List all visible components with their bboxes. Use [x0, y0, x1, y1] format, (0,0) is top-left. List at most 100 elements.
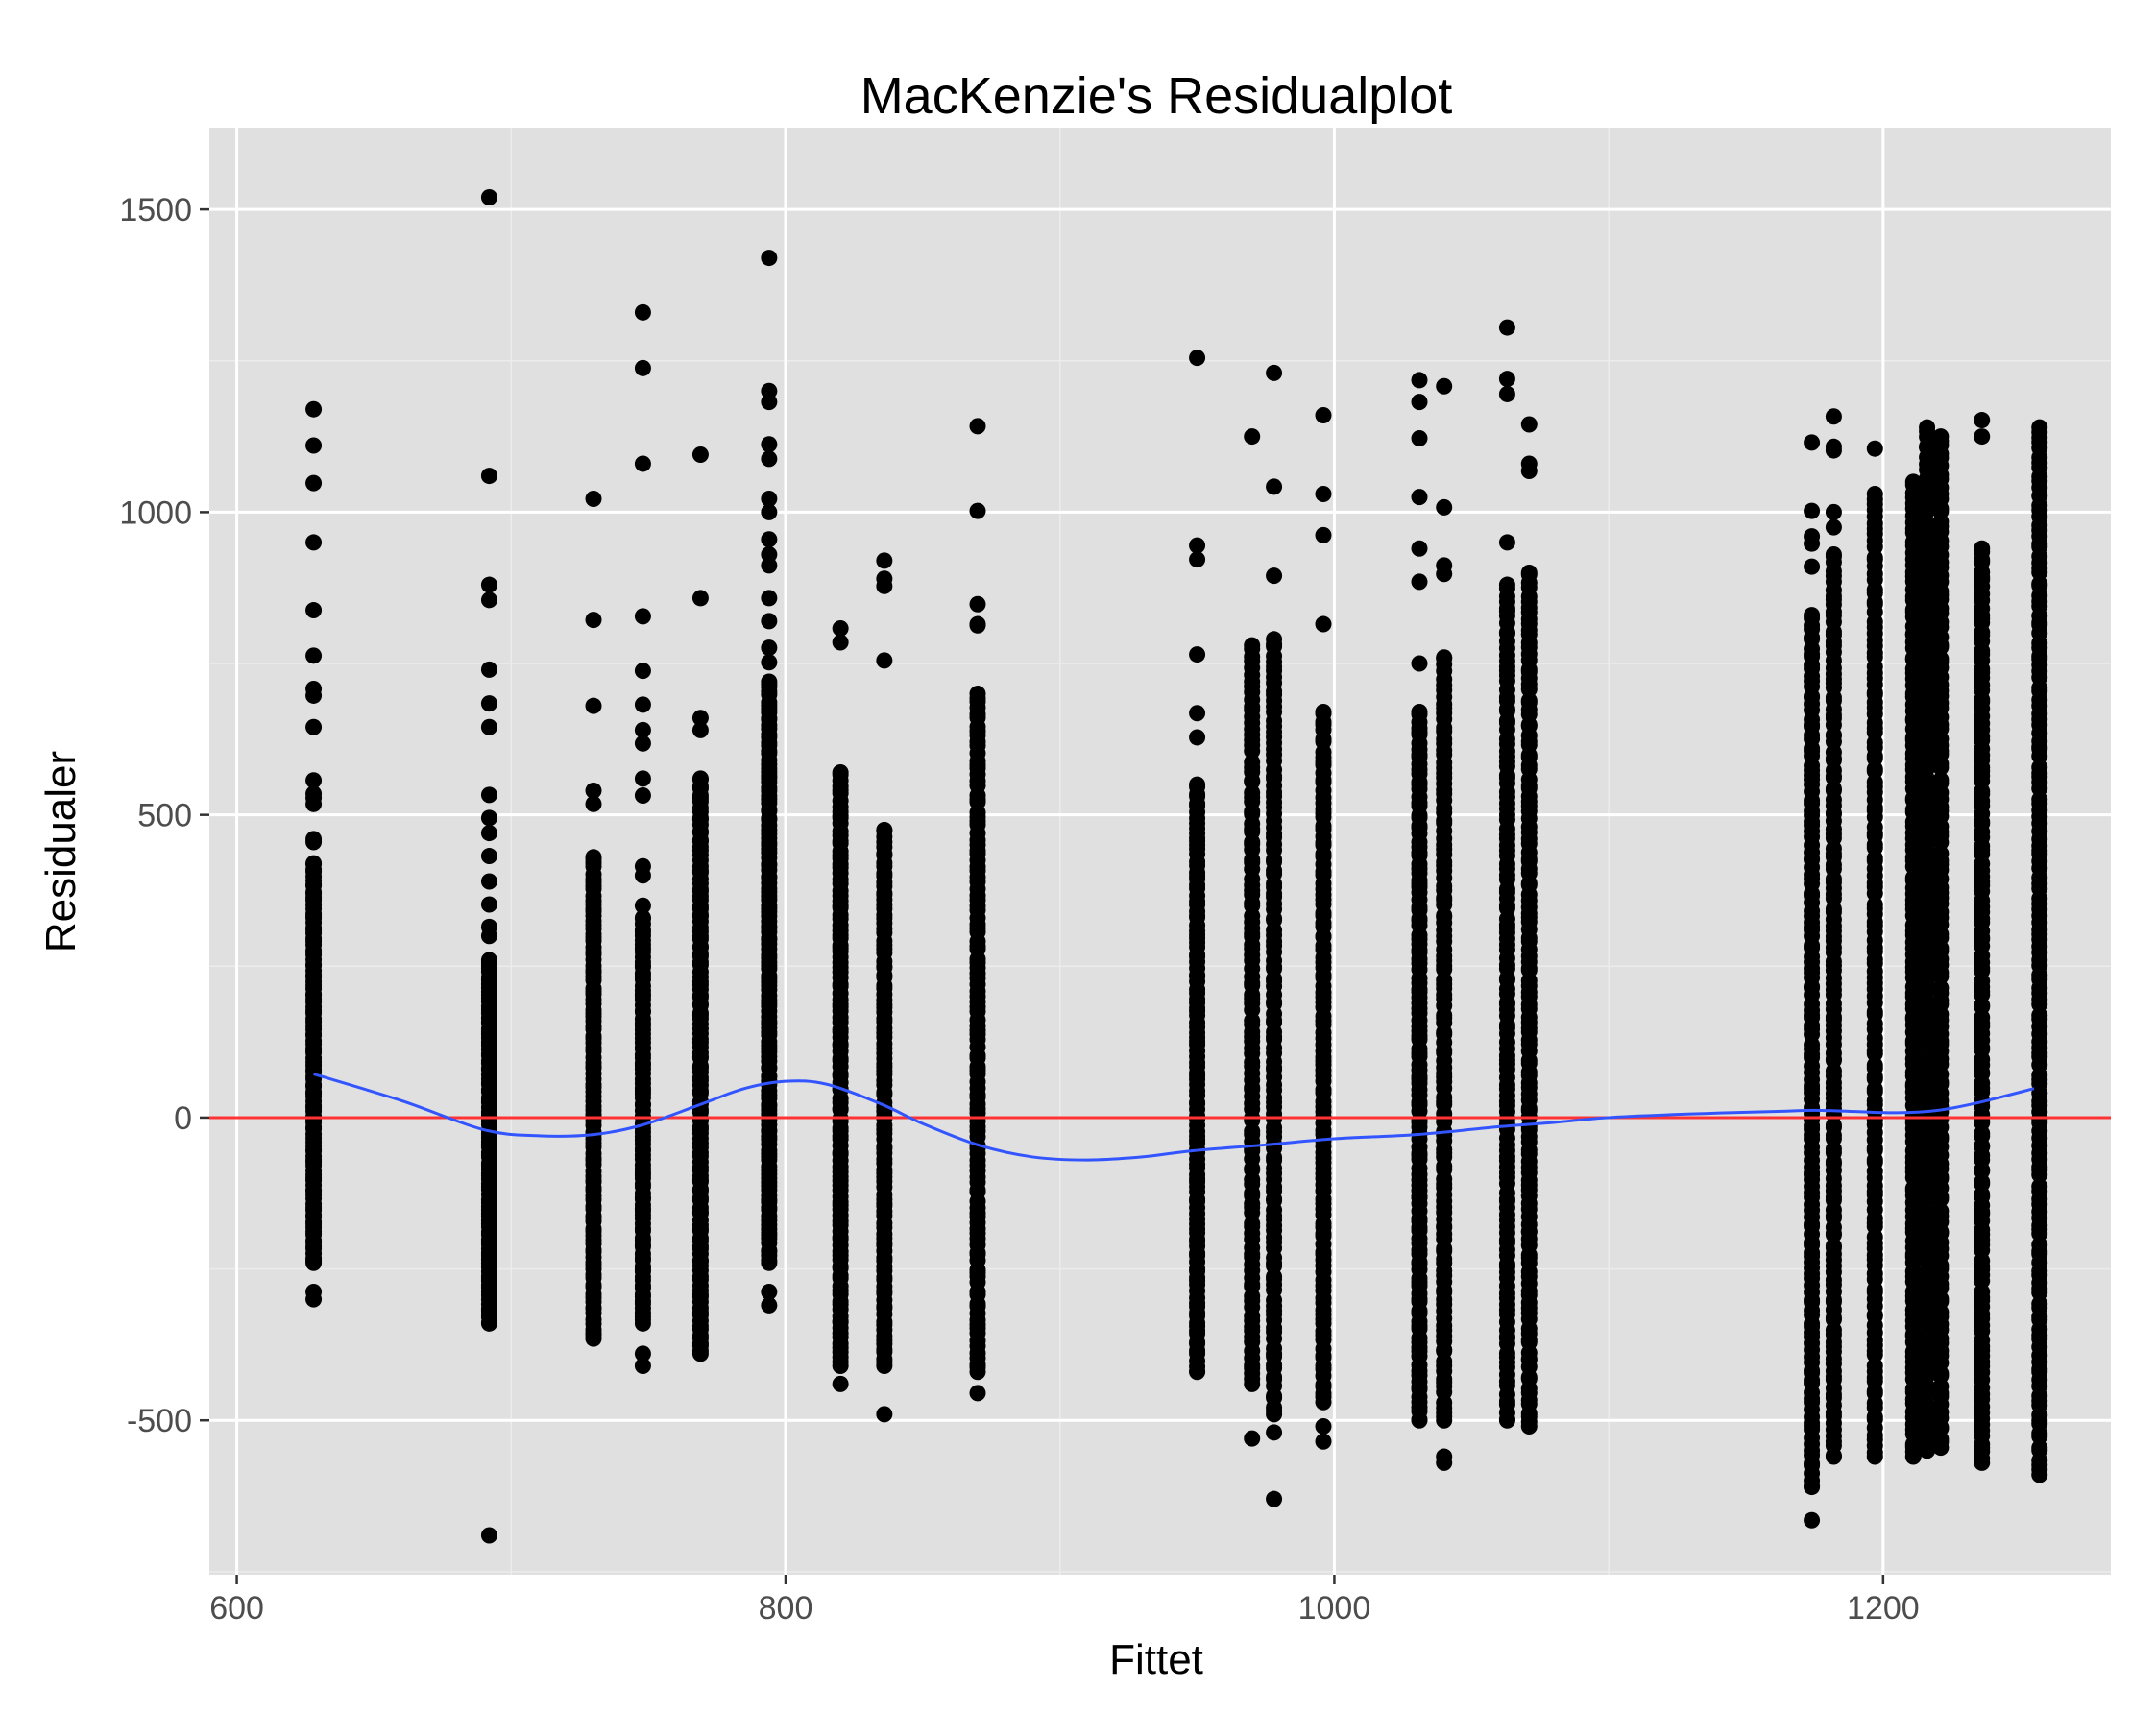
data-point: [876, 652, 893, 669]
data-point: [1498, 385, 1515, 402]
data-point: [761, 503, 778, 520]
data-point: [480, 848, 497, 865]
data-point: [1436, 1411, 1453, 1429]
data-point: [480, 189, 497, 206]
data-point: [1974, 428, 1991, 446]
data-point: [634, 359, 651, 376]
data-point: [761, 394, 778, 411]
data-point: [634, 1314, 651, 1332]
data-point: [1520, 463, 1538, 480]
data-point: [1244, 754, 1261, 771]
data-point: [1825, 518, 1842, 536]
data-point: [305, 795, 323, 812]
data-point: [1411, 573, 1428, 591]
data-point: [761, 673, 778, 690]
data-point: [634, 897, 651, 914]
data-point: [585, 1330, 602, 1347]
data-point: [832, 619, 849, 637]
data-point: [1919, 419, 1936, 436]
data-point: [2031, 759, 2048, 776]
data-point: [305, 437, 323, 454]
data-point: [832, 634, 849, 651]
data-point: [1189, 776, 1206, 793]
data-point: [305, 833, 323, 851]
data-point: [761, 1284, 778, 1301]
data-point: [1932, 428, 1950, 446]
data-point: [1825, 503, 1842, 520]
data-point: [969, 502, 986, 519]
data-point: [1315, 615, 1332, 633]
data-point: [691, 590, 709, 607]
data-point: [2031, 1236, 2048, 1253]
data-point: [1498, 319, 1515, 336]
data-point: [634, 721, 651, 738]
data-point: [480, 896, 497, 913]
data-point: [761, 531, 778, 548]
data-point: [876, 1406, 893, 1423]
data-point: [1266, 1490, 1283, 1507]
data-point: [634, 735, 651, 752]
data-point: [761, 1296, 778, 1314]
y-axis-title: Residualer: [37, 751, 85, 952]
data-point: [1411, 394, 1428, 411]
data-point: [1804, 1511, 1821, 1529]
data-point: [1315, 485, 1332, 502]
data-point: [634, 1345, 651, 1362]
data-point: [1932, 979, 1950, 997]
x-tick-label: 600: [209, 1590, 264, 1627]
data-point: [1436, 649, 1453, 666]
y-tick-label: 1000: [119, 494, 192, 531]
residual-points: [305, 189, 2048, 1544]
data-point: [969, 1385, 986, 1402]
data-point: [691, 710, 709, 727]
data-point: [1904, 869, 1922, 886]
data-point: [1804, 535, 1821, 552]
data-point: [1520, 692, 1538, 710]
data-point: [1520, 1418, 1538, 1435]
data-point: [1436, 566, 1453, 583]
data-point: [761, 557, 778, 574]
data-point: [1974, 412, 1991, 429]
data-point: [1904, 473, 1922, 491]
data-point: [1498, 1411, 1515, 1429]
data-point: [634, 867, 651, 884]
data-point: [480, 1527, 497, 1544]
data-point: [305, 647, 323, 664]
x-tick-label: 1200: [1847, 1590, 1920, 1627]
data-point: [1825, 1238, 1842, 1255]
data-point: [305, 602, 323, 619]
data-point: [1411, 372, 1428, 389]
data-point: [1411, 1411, 1428, 1429]
data-point: [1932, 650, 1950, 667]
data-point: [1315, 1418, 1332, 1435]
data-point: [1974, 1454, 1991, 1471]
data-point: [1189, 350, 1206, 367]
data-point: [1411, 540, 1428, 557]
data-point: [1825, 1448, 1842, 1465]
data-point: [1189, 646, 1206, 663]
data-point: [832, 764, 849, 782]
data-point: [480, 468, 497, 485]
data-point: [634, 909, 651, 927]
data-point: [1266, 1424, 1283, 1441]
data-point: [876, 552, 893, 569]
data-point: [1866, 1056, 1883, 1073]
data-point: [1904, 1448, 1922, 1465]
data-point: [832, 1375, 849, 1392]
data-point: [969, 686, 986, 703]
data-point: [761, 250, 778, 267]
data-point: [691, 770, 709, 787]
data-point: [480, 928, 497, 945]
data-point: [1411, 703, 1428, 720]
data-point: [634, 786, 651, 804]
data-point: [1520, 564, 1538, 581]
data-point: [969, 616, 986, 634]
data-point: [1520, 416, 1538, 433]
data-point: [305, 687, 323, 704]
data-point: [1244, 428, 1261, 446]
data-point: [1919, 1442, 1936, 1459]
data-point: [1266, 567, 1283, 585]
data-point: [969, 418, 986, 435]
data-point: [1189, 705, 1206, 722]
